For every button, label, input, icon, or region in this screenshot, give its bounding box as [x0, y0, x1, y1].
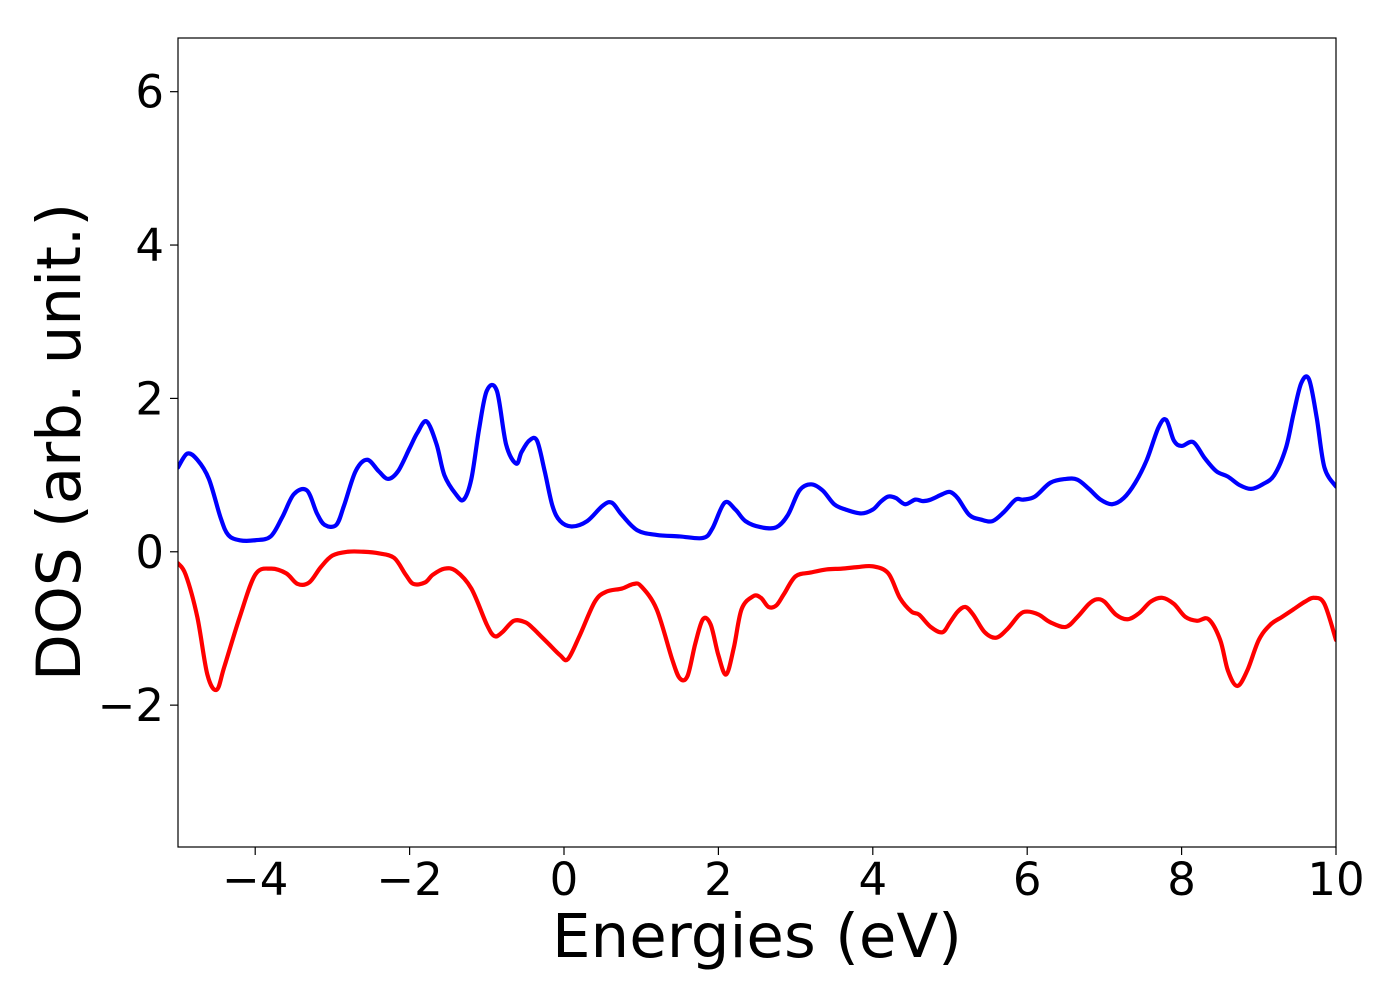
- series-line-1: [178, 374, 1336, 543]
- y-tick-label: 0: [135, 526, 164, 579]
- plot-frame: [177, 37, 1337, 848]
- x-tick-label: 10: [1307, 853, 1364, 906]
- x-tick-label: 2: [704, 853, 733, 906]
- y-tick-label: 4: [135, 219, 164, 272]
- x-tick-label: 0: [550, 853, 579, 906]
- x-tick-label: −2: [376, 853, 442, 906]
- x-tick-label: 4: [858, 853, 887, 906]
- y-tick-label: 2: [135, 372, 164, 425]
- x-tick-label: 6: [1013, 853, 1042, 906]
- y-axis-ticks: −2 0 2 4 6: [98, 66, 178, 732]
- x-tick-label: −4: [222, 853, 288, 906]
- x-tick-label: 8: [1167, 853, 1196, 906]
- x-axis-title: Energies (eV): [552, 901, 962, 972]
- series-layer: [178, 374, 1336, 693]
- x-axis-ticks: −4 −2 0 2 4 6 8 10: [222, 847, 1365, 906]
- series-line-2: [178, 549, 1336, 693]
- y-axis-title: DOS (arb. unit.): [24, 203, 95, 681]
- y-tick-label: −2: [98, 679, 164, 732]
- y-tick-label: 6: [135, 66, 164, 119]
